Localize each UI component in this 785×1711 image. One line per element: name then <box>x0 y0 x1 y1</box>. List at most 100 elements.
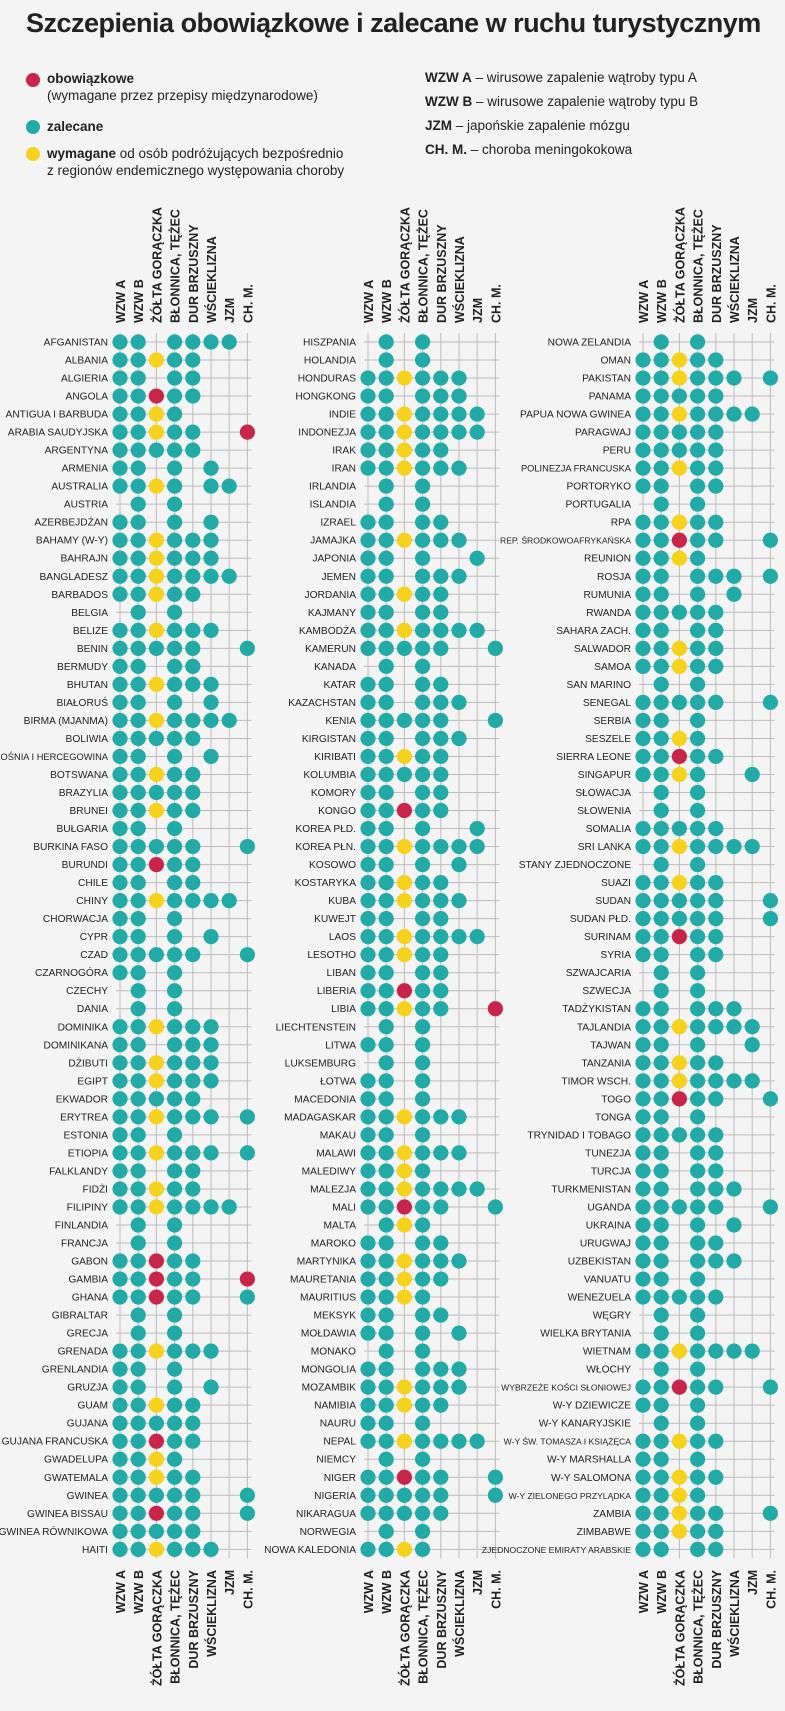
vaccine-dot <box>360 1307 376 1323</box>
vaccine-dot <box>451 1379 467 1395</box>
vaccine-dot <box>130 730 146 747</box>
vaccine-dot <box>130 640 146 656</box>
vaccine-dot <box>635 586 651 602</box>
vaccine-dot <box>690 911 706 927</box>
vaccine-dot <box>185 1271 201 1287</box>
vaccine-dot <box>130 1181 146 1197</box>
vaccine-dot <box>690 1127 706 1143</box>
col-header-bottom-6: JZM <box>223 1570 237 1595</box>
vaccine-dot <box>690 1541 706 1557</box>
vaccine-dot <box>671 820 688 837</box>
vaccine-dot <box>185 1181 201 1197</box>
vaccine-dot <box>167 1145 183 1161</box>
vaccine-dot <box>378 1397 394 1413</box>
vaccine-dot <box>635 388 651 404</box>
vaccine-dot <box>744 1073 760 1089</box>
vaccine-dot <box>185 1055 201 1071</box>
col-header-top-7: CH. M. <box>241 284 255 323</box>
vaccine-dot <box>360 1397 376 1413</box>
vaccine-dot <box>690 1325 706 1341</box>
vaccine-dot <box>130 568 146 584</box>
vaccine-dot <box>167 460 183 476</box>
vaccine-dot <box>185 1091 201 1107</box>
vaccine-dot <box>635 1109 651 1125</box>
vaccine-dot <box>360 838 376 855</box>
vaccine-dot <box>451 424 467 440</box>
country-label: MAURETANIA <box>290 1275 356 1286</box>
vaccine-dot <box>378 730 394 747</box>
vaccine-dot <box>185 893 201 909</box>
country-label: SAMOA <box>594 662 631 673</box>
vaccine-dot <box>130 893 146 909</box>
vaccine-dot <box>690 1361 706 1377</box>
vaccine-dot <box>130 1055 146 1071</box>
vaccine-dot <box>378 1325 394 1341</box>
vaccine-dot <box>130 1307 146 1323</box>
vaccine-dot <box>378 838 394 855</box>
vaccine-dot <box>239 1271 255 1287</box>
vaccine-dot <box>112 658 128 674</box>
vaccine-dot <box>708 442 724 458</box>
vaccine-dot <box>708 1469 724 1485</box>
country-label: LUKSEMBURG <box>285 1058 356 1069</box>
vaccine-dot <box>185 766 201 783</box>
vaccine-dot <box>185 875 201 891</box>
abbr-jzm: JZM – japońskie zapalenie mózgu <box>425 118 630 133</box>
vaccine-dot <box>360 1505 376 1521</box>
vaccine-dot <box>690 1235 706 1251</box>
vaccine-dot <box>378 802 394 819</box>
vaccine-dot <box>130 1289 146 1305</box>
vaccine-dot <box>690 676 706 692</box>
country-label: NAURU <box>320 1419 356 1430</box>
vaccine-dot <box>378 1523 394 1539</box>
abbr-wzwa: WZW A – wirusowe zapalenie wątroby typu … <box>425 70 697 85</box>
vaccine-dot <box>130 658 146 674</box>
vaccine-dot <box>451 838 467 855</box>
vaccine-dot <box>167 1127 183 1143</box>
vaccine-dot <box>415 352 431 368</box>
vaccine-dot <box>112 1145 128 1161</box>
country-label: JAMAJKA <box>310 536 356 547</box>
vaccine-dot <box>690 334 706 350</box>
vaccine-dot <box>112 1343 128 1359</box>
vaccine-dot <box>378 911 394 927</box>
vaccine-dot <box>185 388 201 404</box>
vaccine-dot <box>433 929 449 945</box>
vaccine-dot <box>130 766 146 783</box>
vaccine-dot <box>433 676 449 692</box>
country-label: SZWAJCARIA <box>566 968 631 979</box>
vaccine-dot <box>653 442 669 458</box>
vaccine-dot <box>360 1091 376 1107</box>
vaccine-dot <box>653 694 669 711</box>
legend-required-label: wymagane <box>47 146 117 161</box>
vaccine-dot <box>433 1469 449 1485</box>
vaccine-dot <box>653 622 669 638</box>
vaccine-dot <box>167 1091 183 1107</box>
vaccine-dot <box>690 586 706 602</box>
vaccine-dot <box>130 1217 146 1233</box>
country-label: NIEMCY <box>316 1455 356 1466</box>
vaccine-dot <box>653 460 669 476</box>
country-label: LESOTHO <box>307 950 356 961</box>
country-label: KOREA PŁD. <box>295 824 356 835</box>
vaccine-dot <box>130 1109 146 1125</box>
vaccine-dot <box>635 406 651 422</box>
country-label: MALEDIWY <box>302 1166 357 1177</box>
vaccine-dot <box>433 424 449 440</box>
vaccine-dot <box>112 1523 128 1539</box>
vaccine-dot <box>708 929 724 945</box>
vaccine-dot <box>378 1055 394 1071</box>
vaccine-dot <box>415 1361 431 1377</box>
vaccine-dot <box>203 478 219 494</box>
country-label: GRUZJA <box>67 1383 108 1394</box>
vaccine-dot <box>360 1271 376 1287</box>
vaccine-dot <box>653 965 669 981</box>
country-label: ETIOPIA <box>68 1148 108 1159</box>
vaccine-dot <box>671 1019 688 1035</box>
vaccine-dot <box>653 424 669 440</box>
vaccine-dot <box>635 1217 651 1233</box>
vaccine-dot <box>167 496 183 512</box>
vaccine-dot <box>726 1217 742 1233</box>
